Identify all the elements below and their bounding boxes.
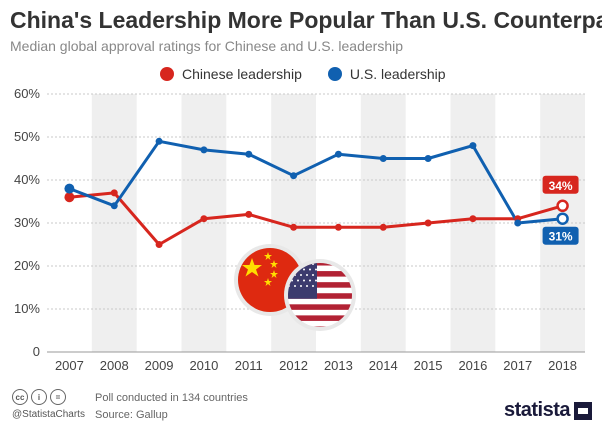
footer: cc i = @StatistaCharts Poll conducted in… (0, 379, 602, 429)
statista-logo-text: statista (503, 399, 571, 421)
legend-label-us: U.S. leadership (349, 66, 446, 82)
data-point (155, 241, 163, 248)
x-tick-label: 2015 (414, 358, 443, 373)
data-point (334, 150, 342, 158)
x-tick-label: 2009 (145, 358, 174, 373)
x-tick-label: 2010 (189, 358, 218, 373)
data-point (379, 155, 387, 162)
data-point (514, 219, 522, 227)
x-tick-label: 2012 (279, 358, 308, 373)
legend-item-us: U.S. leadership (327, 66, 446, 82)
usa-flag-icon (284, 259, 356, 331)
y-tick-label: 30% (14, 215, 40, 230)
column-band (91, 94, 137, 352)
y-tick-label: 10% (14, 301, 40, 316)
no-derivatives-icon: = (50, 389, 66, 405)
data-point (469, 142, 477, 150)
data-point (424, 155, 432, 162)
legend-label-chinese: Chinese leadership (182, 66, 302, 82)
legend-item-chinese: Chinese leadership (160, 66, 302, 82)
x-tick-label: 2008 (100, 358, 129, 373)
x-tick-label: 2013 (324, 358, 353, 373)
attribution-icon: i (31, 389, 47, 405)
x-tick-label: 2018 (548, 358, 577, 373)
end-label-badge (542, 175, 579, 194)
data-point (110, 189, 118, 197)
x-tick-label: 2016 (458, 358, 487, 373)
data-point (379, 223, 387, 231)
poll-note: Poll conducted in 134 countries (95, 392, 248, 404)
twitter-handle[interactable]: @StatistaCharts (12, 409, 85, 420)
chart-subtitle: Median global approval ratings for Chine… (10, 38, 404, 54)
legend-swatch-chinese (160, 67, 174, 81)
end-label-badge (542, 226, 579, 245)
data-point (556, 199, 569, 213)
data-point (469, 215, 477, 223)
legend: Chinese leadership U.S. leadership (160, 66, 446, 82)
y-tick-label: 60% (14, 86, 40, 101)
license-icons: cc i = (12, 389, 66, 405)
series-line (68, 139, 563, 225)
data-point (424, 219, 432, 227)
x-tick-label: 2014 (369, 358, 398, 373)
y-tick-label: 0 (33, 344, 40, 359)
data-point (64, 183, 75, 194)
data-point (110, 202, 118, 210)
end-label: 31% (549, 230, 573, 244)
y-tick-label: 50% (14, 129, 40, 144)
x-tick-label: 2011 (235, 358, 263, 373)
statista-logo[interactable]: statista (504, 399, 592, 422)
data-point (64, 192, 75, 203)
source-note: Source: Gallup (95, 409, 168, 421)
chart-title: China's Leadership More Popular Than U.S… (10, 7, 602, 33)
data-point (200, 146, 208, 154)
data-point (334, 223, 342, 231)
data-point (245, 150, 253, 158)
data-point (155, 137, 163, 145)
statista-logo-icon (574, 401, 592, 420)
creative-commons-icon: cc (12, 389, 28, 405)
x-tick-label: 2017 (503, 358, 532, 373)
data-point (290, 223, 298, 231)
series-line (69, 191, 564, 246)
y-tick-label: 40% (14, 172, 40, 187)
end-label: 34% (549, 179, 573, 193)
data-point (290, 172, 298, 180)
legend-swatch-us (327, 67, 342, 81)
y-tick-label: 20% (14, 258, 40, 273)
data-point (556, 212, 569, 225)
data-point (245, 210, 253, 218)
data-point (200, 215, 208, 223)
line-chart: 0 10% 20% 30% 40% 50% 60% 2007 2008 2009 2010 2011… (14, 86, 585, 373)
x-tick-label: 2007 (55, 358, 84, 373)
